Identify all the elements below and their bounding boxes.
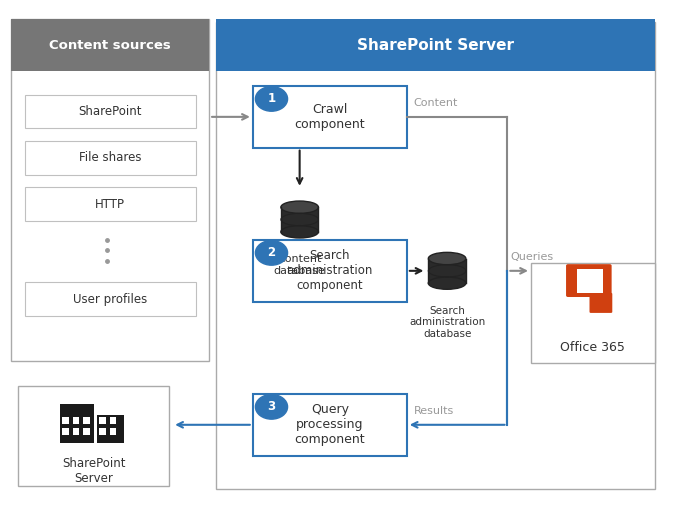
Bar — [73, 416, 79, 424]
FancyBboxPatch shape — [566, 264, 612, 297]
Text: File shares: File shares — [79, 151, 141, 165]
FancyBboxPatch shape — [216, 20, 655, 71]
Text: Query
processing
component: Query processing component — [295, 404, 365, 446]
Bar — [62, 416, 69, 424]
Ellipse shape — [281, 225, 318, 238]
Bar — [428, 259, 466, 283]
Bar — [281, 207, 318, 232]
Text: Search
administration
database: Search administration database — [409, 305, 485, 339]
Ellipse shape — [428, 252, 466, 265]
Circle shape — [255, 395, 287, 419]
Bar — [83, 428, 90, 435]
Text: SharePoint Server: SharePoint Server — [357, 38, 514, 53]
Text: SharePoint
Server: SharePoint Server — [62, 457, 125, 485]
Text: Queries: Queries — [511, 252, 554, 262]
FancyBboxPatch shape — [25, 95, 196, 128]
FancyBboxPatch shape — [590, 293, 612, 313]
Text: Results: Results — [414, 406, 454, 415]
Text: HTTP: HTTP — [96, 198, 125, 211]
Text: Crawl
component: Crawl component — [295, 103, 365, 131]
Text: Search
administration
component: Search administration component — [287, 249, 373, 293]
Ellipse shape — [281, 201, 318, 213]
FancyBboxPatch shape — [25, 141, 196, 174]
Bar — [110, 416, 116, 424]
Bar — [97, 414, 124, 443]
Text: SharePoint: SharePoint — [79, 105, 142, 118]
Text: Content
database: Content database — [274, 254, 326, 276]
FancyBboxPatch shape — [11, 20, 209, 71]
Text: Content: Content — [414, 98, 458, 108]
Bar — [60, 404, 94, 443]
Text: 3: 3 — [267, 400, 275, 413]
FancyBboxPatch shape — [253, 240, 407, 302]
FancyBboxPatch shape — [25, 282, 196, 316]
Text: 2: 2 — [267, 246, 275, 260]
Bar — [99, 428, 106, 435]
FancyBboxPatch shape — [11, 20, 209, 361]
FancyBboxPatch shape — [531, 263, 655, 363]
FancyBboxPatch shape — [216, 22, 655, 489]
Circle shape — [255, 240, 287, 265]
Circle shape — [255, 87, 287, 111]
Text: 1: 1 — [267, 92, 275, 105]
FancyBboxPatch shape — [253, 86, 407, 148]
Text: Content sources: Content sources — [49, 39, 171, 52]
Bar — [83, 416, 90, 424]
Text: Office 365: Office 365 — [561, 341, 625, 354]
Bar — [62, 428, 69, 435]
FancyBboxPatch shape — [253, 394, 407, 456]
Text: User profiles: User profiles — [73, 293, 147, 305]
Bar — [110, 428, 116, 435]
FancyBboxPatch shape — [25, 187, 196, 221]
Ellipse shape — [428, 277, 466, 289]
Bar — [73, 428, 79, 435]
FancyBboxPatch shape — [577, 269, 603, 294]
Bar — [99, 416, 106, 424]
FancyBboxPatch shape — [18, 386, 169, 487]
